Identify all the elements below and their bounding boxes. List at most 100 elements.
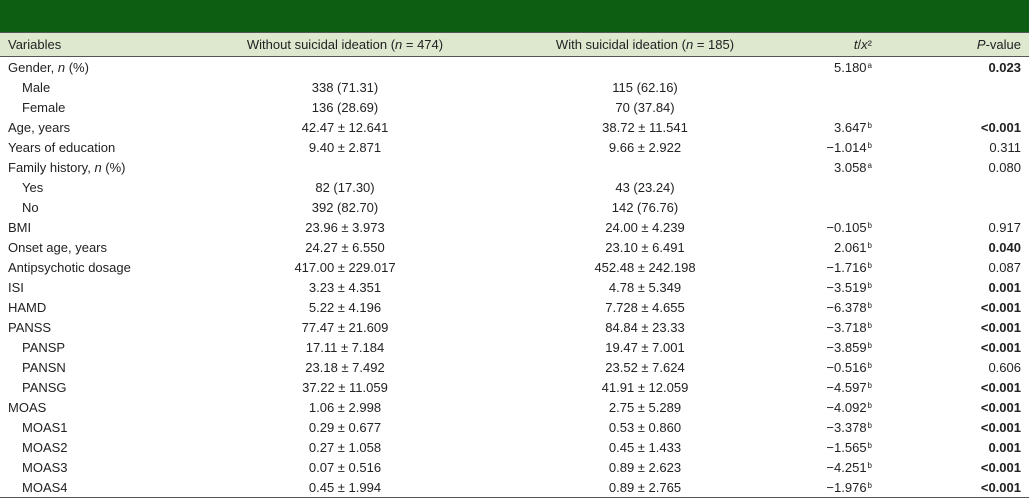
cell: 0.45 ± 1.433 bbox=[490, 437, 800, 457]
row-label: Antipsychotic dosage bbox=[8, 259, 131, 275]
cell: ISI bbox=[0, 277, 200, 297]
p-value: <0.001 bbox=[980, 339, 1021, 355]
cell: Antipsychotic dosage bbox=[0, 257, 200, 277]
cell: −0.105b bbox=[800, 217, 880, 237]
table-body: Gender, n (%) 5.180a 0.023 Male 338 (71.31) 1… bbox=[0, 57, 1029, 498]
cell: −3.519b bbox=[800, 277, 880, 297]
cell: <0.001 bbox=[880, 297, 1029, 317]
footnote-mark: b bbox=[867, 340, 872, 350]
value: 23.18 ± 7.492 bbox=[305, 359, 385, 375]
value: 0.29 ± 0.677 bbox=[308, 419, 382, 435]
table-row: PANSN 23.18 ± 7.492 23.52 ± 7.624 −0.516b 0.… bbox=[0, 357, 1029, 377]
row-label: MOAS2 bbox=[22, 439, 68, 455]
cell bbox=[200, 157, 490, 177]
table-row: PANSP 17.11 ± 7.184 19.47 ± 7.001 −3.859b <0… bbox=[0, 337, 1029, 357]
statistic: −4.597 bbox=[826, 379, 867, 395]
cell: 417.00 ± 229.017 bbox=[200, 257, 490, 277]
cell: −4.597b bbox=[800, 377, 880, 397]
row-label: MOAS bbox=[8, 399, 47, 415]
cell: HAMD bbox=[0, 297, 200, 317]
p-value: 0.606 bbox=[988, 359, 1021, 375]
cell: −0.516b bbox=[800, 357, 880, 377]
statistic: −6.378 bbox=[826, 299, 867, 315]
row-label: PANSG bbox=[22, 379, 67, 395]
cell: −3.859b bbox=[800, 337, 880, 357]
value: 70 (37.84) bbox=[615, 99, 675, 115]
cell: −6.378b bbox=[800, 297, 880, 317]
row-label: PANSN bbox=[22, 359, 66, 375]
footnote-mark: b bbox=[867, 300, 872, 310]
footnote-mark: a bbox=[867, 60, 872, 70]
cell: Years of education bbox=[0, 137, 200, 157]
statistic: −1.976 bbox=[826, 479, 867, 495]
top-bar bbox=[0, 0, 1029, 32]
statistic: −3.859 bbox=[826, 339, 867, 355]
p-value: 0.087 bbox=[988, 259, 1021, 275]
footnote-mark: b bbox=[867, 440, 872, 450]
p-value: 0.080 bbox=[988, 159, 1021, 175]
cell: 0.89 ± 2.765 bbox=[490, 477, 800, 498]
cell: MOAS4 bbox=[0, 477, 200, 498]
cell: 4.78 ± 5.349 bbox=[490, 277, 800, 297]
cell bbox=[490, 57, 800, 78]
statistic: −0.105 bbox=[826, 219, 867, 235]
cell: Yes bbox=[0, 177, 200, 197]
value: 0.45 ± 1.433 bbox=[608, 439, 682, 455]
cell: <0.001 bbox=[880, 397, 1029, 417]
cell: 136 (28.69) bbox=[200, 97, 490, 117]
cell: MOAS3 bbox=[0, 457, 200, 477]
p-value: 0.917 bbox=[988, 219, 1021, 235]
cell: 23.96 ± 3.973 bbox=[200, 217, 490, 237]
value: 17.11 ± 7.184 bbox=[305, 339, 385, 355]
cell: MOAS1 bbox=[0, 417, 200, 437]
cell bbox=[880, 97, 1029, 117]
value: 452.48 ± 242.198 bbox=[594, 259, 696, 275]
cell: Age, years bbox=[0, 117, 200, 137]
cell: 84.84 ± 23.33 bbox=[490, 317, 800, 337]
p-value: <0.001 bbox=[980, 299, 1021, 315]
cell: −4.251b bbox=[800, 457, 880, 477]
value: 7.728 ± 4.655 bbox=[605, 299, 685, 315]
p-value: 0.001 bbox=[988, 439, 1021, 455]
statistic: −3.519 bbox=[826, 279, 867, 295]
table-row: Age, years 42.47 ± 12.641 38.72 ± 11.541 3.… bbox=[0, 117, 1029, 137]
cell: 452.48 ± 242.198 bbox=[490, 257, 800, 277]
value: 23.10 ± 6.491 bbox=[605, 239, 685, 255]
cell: MOAS bbox=[0, 397, 200, 417]
cell: <0.001 bbox=[880, 477, 1029, 498]
cell: 0.27 ± 1.058 bbox=[200, 437, 490, 457]
row-label: PANSS bbox=[8, 319, 52, 335]
value: 3.23 ± 4.351 bbox=[308, 279, 382, 295]
cell: 7.728 ± 4.655 bbox=[490, 297, 800, 317]
table-row: PANSG 37.22 ± 11.059 41.91 ± 12.059 −4.597b… bbox=[0, 377, 1029, 397]
p-value: <0.001 bbox=[980, 319, 1021, 335]
cell: −1.976b bbox=[800, 477, 880, 498]
footnote-mark: b bbox=[867, 140, 872, 150]
value: 37.22 ± 11.059 bbox=[302, 379, 388, 395]
table-row: Female 136 (28.69) 70 (37.84) bbox=[0, 97, 1029, 117]
cell: 82 (17.30) bbox=[200, 177, 490, 197]
cell: <0.001 bbox=[880, 337, 1029, 357]
row-label: ISI bbox=[8, 279, 24, 295]
cell: 5.180a bbox=[800, 57, 880, 78]
row-label: BMI bbox=[8, 219, 32, 235]
value: 0.07 ± 0.516 bbox=[308, 459, 382, 475]
table-row: Yes 82 (17.30) 43 (23.24) bbox=[0, 177, 1029, 197]
table-row: ISI 3.23 ± 4.351 4.78 ± 5.349 −3.519b 0.001 bbox=[0, 277, 1029, 297]
value: 5.22 ± 4.196 bbox=[308, 299, 382, 315]
value: 0.53 ± 0.860 bbox=[608, 419, 682, 435]
value: 9.40 ± 2.871 bbox=[308, 139, 382, 155]
value: 77.47 ± 21.609 bbox=[301, 319, 389, 335]
cell: 9.66 ± 2.922 bbox=[490, 137, 800, 157]
row-label: Female bbox=[22, 99, 66, 115]
cell bbox=[200, 57, 490, 78]
value: 2.75 ± 5.289 bbox=[608, 399, 682, 415]
p-value: <0.001 bbox=[980, 479, 1021, 495]
cell: No bbox=[0, 197, 200, 217]
value: 0.89 ± 2.765 bbox=[608, 479, 682, 495]
statistic: −1.014 bbox=[826, 139, 867, 155]
table-row: MOAS3 0.07 ± 0.516 0.89 ± 2.623 −4.251b <0.0… bbox=[0, 457, 1029, 477]
value: 142 (76.76) bbox=[611, 199, 679, 215]
value: 392 (82.70) bbox=[311, 199, 379, 215]
value: 43 (23.24) bbox=[615, 179, 675, 195]
